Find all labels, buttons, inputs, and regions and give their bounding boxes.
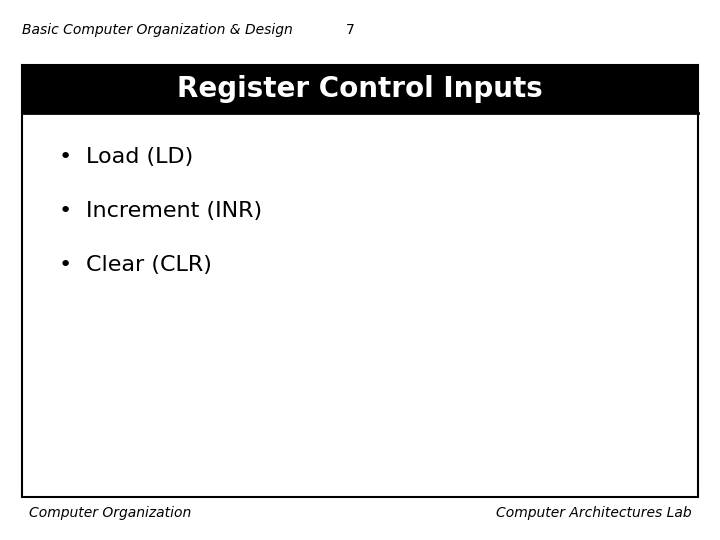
Text: •: • xyxy=(58,200,71,221)
Text: Load (LD): Load (LD) xyxy=(86,146,194,167)
Text: Computer Architectures Lab: Computer Architectures Lab xyxy=(495,506,691,520)
Text: •: • xyxy=(58,146,71,167)
Text: Register Control Inputs: Register Control Inputs xyxy=(177,75,543,103)
Text: 7: 7 xyxy=(346,23,354,37)
Text: Basic Computer Organization & Design: Basic Computer Organization & Design xyxy=(22,23,292,37)
Text: Clear (CLR): Clear (CLR) xyxy=(86,254,212,275)
Text: Increment (INR): Increment (INR) xyxy=(86,200,263,221)
Text: •: • xyxy=(58,254,71,275)
Text: Computer Organization: Computer Organization xyxy=(29,506,191,520)
